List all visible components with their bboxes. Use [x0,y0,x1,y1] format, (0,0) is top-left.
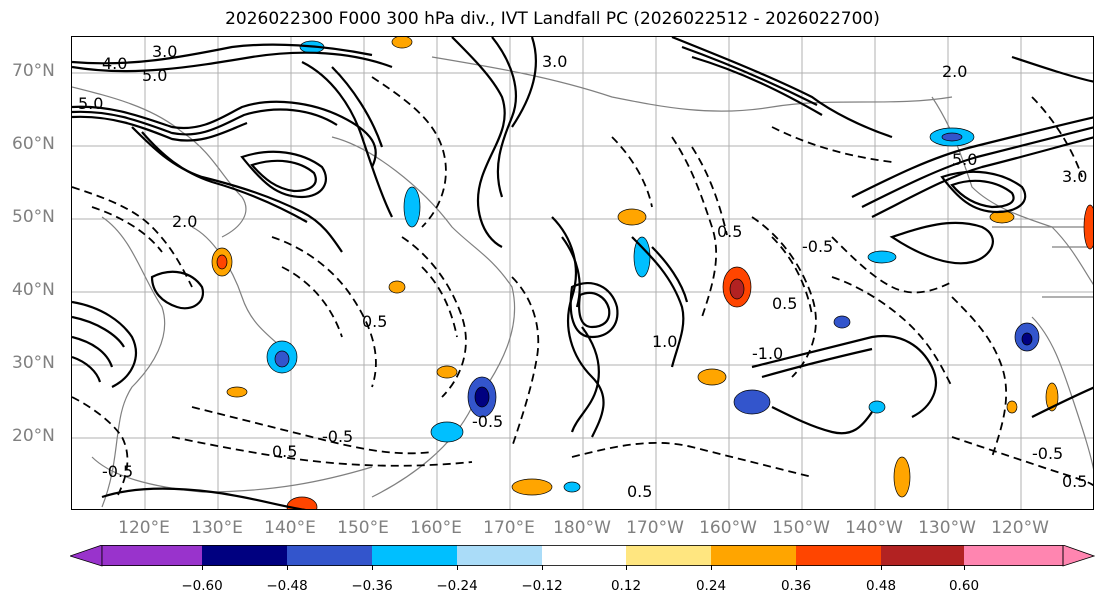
colorbar-segment [542,545,626,566]
divergence-fills [211,37,1093,509]
lon-label-130e: 130°E [191,518,243,538]
contour-label: -0.5 [472,412,503,431]
colorbar-tick-label: 0.36 [780,578,812,594]
lon-label-180w: 180°W [553,518,611,538]
contour-label: 2.0 [172,212,197,231]
lon-label-150w: 150°W [772,518,830,538]
lon-label-150e: 150°E [337,518,389,538]
colorbar-tick-label: −0.24 [436,578,478,594]
contour-label: 4.0 [102,54,127,73]
contour-labels: 5.0 4.0 5.0 3.0 2.0 0.5 -0.5 1.0 -1.0 0.… [78,42,1087,501]
contour-label: 1.0 [652,332,677,351]
contour-label: -0.5 [1032,444,1063,463]
negative-contours [72,76,1093,498]
lat-label-40n: 40°N [12,280,55,300]
colorbar-segment [626,545,711,566]
contour-label: -0.5 [102,462,133,481]
colorbar-tick-label: −0.36 [351,578,393,594]
contour-label: -0.5 [322,427,353,446]
lon-label-140w: 140°W [845,518,903,538]
contour-label: 0.5 [1062,472,1087,491]
contour-label: 0.5 [362,312,387,331]
contour-label: 0.5 [717,222,742,241]
contour-label: 2.0 [942,62,967,81]
contour-label: 0.5 [627,482,652,501]
contour-label: 3.0 [152,42,177,61]
lat-label-50n: 50°N [12,207,55,227]
lat-label-70n: 70°N [12,61,55,81]
contour-label: 5.0 [142,66,167,85]
chart-title: 2026022300 F000 300 hPa div., IVT Landfa… [225,9,880,29]
contour-label: -0.5 [802,237,833,256]
contour-label: 3.0 [542,52,567,71]
lat-label-30n: 30°N [12,353,55,373]
colorbar-tick-label: −0.48 [266,578,308,594]
graticule [72,37,1093,509]
contour-label: 0.5 [272,442,297,461]
lon-label-120w: 120°W [991,518,1049,538]
colorbar-tick-label: −0.60 [181,578,223,594]
contour-label: 5.0 [78,94,103,113]
lon-label-160w: 160°W [699,518,757,538]
lat-label-60n: 60°N [12,134,55,154]
colorbar-segment [102,545,202,566]
lon-label-140e: 140°E [264,518,316,538]
map-svg: 5.0 4.0 5.0 3.0 2.0 0.5 -0.5 1.0 -1.0 0.… [72,37,1093,509]
colorbar-segment [881,545,964,566]
colorbar-segment [287,545,372,566]
colorbar-tick-label: −0.12 [521,578,563,594]
lon-label-120e: 120°E [118,518,170,538]
lon-label-170w: 170°W [626,518,684,538]
contour-label: 5.0 [952,150,977,169]
lon-label-170e: 170°E [483,518,535,538]
colorbar-extend-low [70,545,103,567]
colorbar-segment [457,545,542,566]
colorbar-segment [202,545,287,566]
positive-contours [72,37,1093,509]
lon-label-130w: 130°W [918,518,976,538]
colorbar-tick-label: 0.60 [948,578,980,594]
map-panel: 5.0 4.0 5.0 3.0 2.0 0.5 -0.5 1.0 -1.0 0.… [71,36,1094,510]
colorbar-extend-high [1062,545,1095,567]
contour-label: 3.0 [1062,167,1087,186]
colorbar [70,545,1095,567]
colorbar-segment [711,545,796,566]
colorbar-tick-label: 0.48 [865,578,897,594]
colorbar-segment [964,545,1063,566]
lat-label-20n: 20°N [12,426,55,446]
colorbar-segment [372,545,457,566]
contour-label: 0.5 [772,294,797,313]
colorbar-segment [796,545,881,566]
contour-label: -1.0 [752,344,783,363]
lon-label-160e: 160°E [410,518,462,538]
colorbar-tick-label: 0.24 [695,578,727,594]
colorbar-tick-label: 0.12 [610,578,642,594]
